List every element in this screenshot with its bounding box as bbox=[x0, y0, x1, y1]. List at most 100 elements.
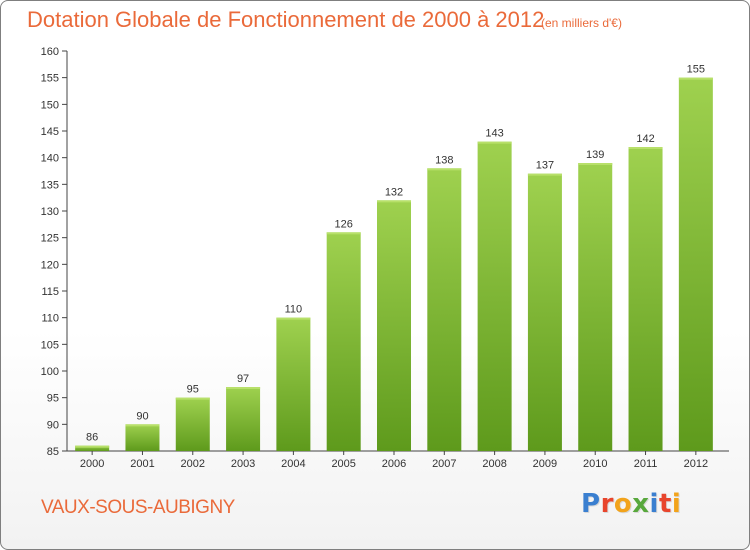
x-tick-label: 2011 bbox=[634, 458, 658, 470]
bar-top-highlight bbox=[125, 424, 160, 427]
y-tick-label: 145 bbox=[41, 126, 59, 138]
bar-2006 bbox=[377, 200, 411, 451]
x-tick: 2002 bbox=[181, 458, 205, 470]
x-tick: 2003 bbox=[231, 458, 255, 470]
x-tick: 2004 bbox=[281, 458, 305, 470]
data-label: 86 bbox=[86, 432, 98, 444]
x-tick-label: 2005 bbox=[331, 458, 355, 470]
chart-data-labels: 86 90 95 97 110 126 132 138 143 137 139 142 155 bbox=[86, 64, 705, 444]
y-tick: 115 bbox=[41, 286, 67, 298]
data-label: 139 bbox=[586, 149, 604, 161]
y-tick-label: 155 bbox=[41, 73, 59, 85]
bar-top-highlight bbox=[75, 445, 110, 448]
x-tick: 2005 bbox=[331, 458, 355, 470]
logo-letter: i bbox=[649, 489, 659, 519]
y-tick-label: 150 bbox=[41, 99, 59, 111]
x-tick: 2010 bbox=[583, 458, 607, 470]
x-tick-label: 2009 bbox=[533, 458, 557, 470]
data-label-group: 95 bbox=[187, 384, 199, 396]
data-label: 126 bbox=[335, 218, 353, 230]
commune-name: VAUX-SOUS-AUBIGNY bbox=[41, 497, 235, 518]
bar-2004 bbox=[276, 317, 311, 451]
bar-top-highlight bbox=[377, 200, 411, 203]
x-tick-label: 2010 bbox=[583, 458, 607, 470]
data-label-group: 143 bbox=[485, 128, 503, 140]
bar-top-highlight bbox=[326, 232, 361, 235]
y-tick: 100 bbox=[41, 366, 67, 378]
bar-2009 bbox=[527, 173, 562, 451]
data-label: 97 bbox=[237, 373, 249, 385]
chart-title: Dotation Globale de Fonctionnement de 20… bbox=[27, 7, 545, 32]
bar-2008 bbox=[477, 141, 512, 451]
x-tick-label: 2012 bbox=[684, 458, 708, 470]
y-tick-label: 120 bbox=[41, 259, 59, 271]
bar-top-highlight bbox=[678, 77, 713, 80]
bar-2007 bbox=[427, 168, 462, 452]
data-label: 90 bbox=[136, 410, 148, 422]
bar-2010 bbox=[578, 163, 613, 451]
data-label-group: 132 bbox=[385, 186, 403, 198]
x-tick: 2006 bbox=[382, 458, 406, 470]
y-tick-label: 110 bbox=[41, 313, 59, 325]
x-tick: 2001 bbox=[130, 458, 154, 470]
bar-2000 bbox=[75, 445, 110, 451]
x-tick-label: 2004 bbox=[281, 458, 305, 470]
y-tick: 160 bbox=[41, 46, 67, 58]
y-tick-label: 100 bbox=[41, 366, 59, 378]
logo-letter: P bbox=[581, 489, 601, 519]
y-tick: 145 bbox=[41, 126, 67, 138]
y-tick: 120 bbox=[41, 259, 67, 271]
y-tick-label: 160 bbox=[41, 46, 59, 58]
y-tick: 105 bbox=[41, 339, 67, 351]
data-label-group: 110 bbox=[285, 304, 303, 316]
data-label: 132 bbox=[385, 186, 403, 198]
data-label: 110 bbox=[285, 304, 303, 316]
bar-top-highlight bbox=[578, 163, 613, 165]
y-tick: 135 bbox=[41, 179, 67, 191]
y-tick-label: 130 bbox=[41, 206, 59, 218]
bar-2003 bbox=[226, 387, 261, 451]
chart-subtitle: (en milliers d'€) bbox=[541, 16, 622, 30]
y-tick-label: 135 bbox=[41, 179, 59, 191]
logo-letter: o bbox=[613, 489, 633, 519]
bar-top-highlight bbox=[477, 141, 512, 144]
y-tick: 95 bbox=[47, 393, 67, 405]
x-tick-label: 2006 bbox=[382, 458, 406, 470]
x-tick: 2000 bbox=[80, 458, 104, 470]
data-label: 95 bbox=[187, 384, 199, 396]
x-tick: 2008 bbox=[482, 458, 506, 470]
x-tick-label: 2002 bbox=[181, 458, 205, 470]
data-label-group: 126 bbox=[335, 218, 353, 230]
bar-2012 bbox=[678, 77, 713, 452]
x-tick: 2007 bbox=[432, 458, 456, 470]
y-tick-label: 140 bbox=[41, 153, 59, 165]
y-tick: 85 bbox=[47, 446, 67, 458]
y-tick: 130 bbox=[41, 206, 67, 218]
logo-letter: r bbox=[600, 489, 614, 519]
data-label: 142 bbox=[636, 133, 654, 145]
y-tick-label: 85 bbox=[47, 446, 59, 458]
bar-2005 bbox=[326, 232, 361, 451]
data-label-group: 137 bbox=[536, 160, 554, 172]
bar-top-highlight bbox=[427, 168, 462, 171]
x-tick: 2009 bbox=[533, 458, 557, 470]
y-tick: 140 bbox=[41, 153, 67, 165]
y-tick: 110 bbox=[41, 313, 67, 325]
bar-top-highlight bbox=[226, 387, 261, 389]
y-tick: 90 bbox=[47, 419, 67, 431]
data-label: 143 bbox=[485, 128, 503, 140]
x-tick-label: 2008 bbox=[482, 458, 506, 470]
bar-top-highlight bbox=[527, 173, 562, 176]
x-tick: 2012 bbox=[684, 458, 708, 470]
y-tick: 155 bbox=[41, 73, 67, 85]
y-tick-label: 125 bbox=[41, 233, 59, 245]
y-tick-label: 105 bbox=[41, 339, 59, 351]
data-label: 137 bbox=[536, 160, 554, 172]
proxiti-logo: Proxiti bbox=[581, 489, 681, 519]
data-label: 155 bbox=[687, 64, 705, 76]
data-label-group: 139 bbox=[586, 149, 604, 161]
data-label-group: 90 bbox=[136, 410, 148, 422]
bar-2001 bbox=[125, 424, 160, 451]
